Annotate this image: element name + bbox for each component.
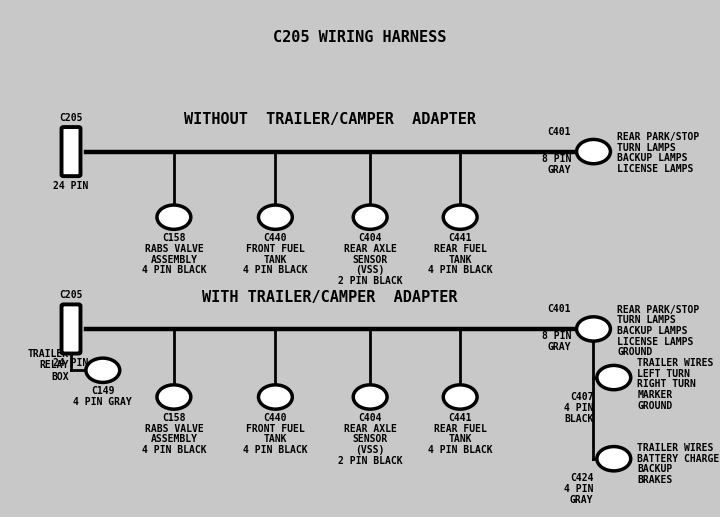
Circle shape [258,205,292,230]
Text: GROUND: GROUND [617,347,652,357]
FancyBboxPatch shape [61,127,81,176]
Text: REAR FUEL: REAR FUEL [433,244,487,254]
Text: LEFT TURN: LEFT TURN [637,369,690,378]
Text: TURN LAMPS: TURN LAMPS [617,143,676,153]
Text: BRAKES: BRAKES [637,475,672,485]
Text: REAR PARK/STOP: REAR PARK/STOP [617,305,699,314]
Text: FRONT FUEL: FRONT FUEL [246,244,305,254]
Text: 4 PIN GRAY: 4 PIN GRAY [73,397,132,407]
Text: WITHOUT  TRAILER/CAMPER  ADAPTER: WITHOUT TRAILER/CAMPER ADAPTER [184,113,475,128]
Text: TRAILER WIRES: TRAILER WIRES [637,358,714,368]
Circle shape [86,358,120,383]
Text: 4 PIN BLACK: 4 PIN BLACK [428,445,492,455]
Text: BACKUP LAMPS: BACKUP LAMPS [617,326,688,336]
Text: RABS VALVE: RABS VALVE [145,424,203,434]
Text: MARKER: MARKER [637,390,672,400]
Text: WITH TRAILER/CAMPER  ADAPTER: WITH TRAILER/CAMPER ADAPTER [202,290,457,305]
Text: 4 PIN BLACK: 4 PIN BLACK [142,265,206,276]
Circle shape [444,205,477,230]
FancyBboxPatch shape [61,305,81,354]
Text: TRAILER
RELAY
BOX: TRAILER RELAY BOX [28,349,69,382]
Text: C158: C158 [162,413,186,423]
Text: TANK: TANK [449,434,472,445]
Text: REAR AXLE: REAR AXLE [343,244,397,254]
Text: C404: C404 [359,413,382,423]
Circle shape [444,385,477,409]
Text: C401: C401 [548,127,571,137]
Text: C158: C158 [162,233,186,243]
Text: 8 PIN: 8 PIN [541,331,571,341]
Text: BACKUP: BACKUP [637,464,672,475]
Circle shape [354,385,387,409]
Text: BATTERY CHARGE: BATTERY CHARGE [637,454,720,464]
Text: GRAY: GRAY [548,165,571,175]
Text: 2 PIN BLACK: 2 PIN BLACK [338,276,402,286]
Text: REAR PARK/STOP: REAR PARK/STOP [617,132,699,142]
Text: TURN LAMPS: TURN LAMPS [617,315,676,325]
Text: LICENSE LAMPS: LICENSE LAMPS [617,337,693,346]
Text: 4 PIN: 4 PIN [564,403,593,413]
Text: C440: C440 [264,233,287,243]
Text: REAR FUEL: REAR FUEL [433,424,487,434]
Text: C401: C401 [548,305,571,314]
Text: C441: C441 [449,233,472,243]
Text: TANK: TANK [264,254,287,265]
Text: C404: C404 [359,233,382,243]
Text: TANK: TANK [264,434,287,445]
Circle shape [157,385,191,409]
Text: 4 PIN BLACK: 4 PIN BLACK [243,265,307,276]
Text: SENSOR: SENSOR [353,434,388,445]
Text: 4 PIN: 4 PIN [564,484,593,494]
Text: REAR AXLE: REAR AXLE [343,424,397,434]
Text: C440: C440 [264,413,287,423]
Text: C205: C205 [59,113,83,123]
Text: ASSEMBLY: ASSEMBLY [150,434,197,445]
Text: 2 PIN BLACK: 2 PIN BLACK [338,456,402,466]
Text: 4 PIN BLACK: 4 PIN BLACK [428,265,492,276]
Circle shape [577,317,611,341]
Circle shape [577,140,611,164]
Text: FRONT FUEL: FRONT FUEL [246,424,305,434]
Text: LICENSE LAMPS: LICENSE LAMPS [617,164,693,174]
Circle shape [157,205,191,230]
Text: 4 PIN BLACK: 4 PIN BLACK [142,445,206,455]
Text: RIGHT TURN: RIGHT TURN [637,379,696,389]
Text: TANK: TANK [449,254,472,265]
Text: C424: C424 [570,473,593,483]
Text: ASSEMBLY: ASSEMBLY [150,254,197,265]
Text: (VSS): (VSS) [356,445,384,455]
Text: C205: C205 [59,290,83,300]
Text: BACKUP LAMPS: BACKUP LAMPS [617,154,688,163]
Text: GRAY: GRAY [548,342,571,352]
Text: RABS VALVE: RABS VALVE [145,244,203,254]
Text: GRAY: GRAY [570,495,593,505]
Text: C149: C149 [91,386,114,397]
Text: BLACK: BLACK [564,414,593,423]
Text: 4 PIN BLACK: 4 PIN BLACK [243,445,307,455]
Circle shape [258,385,292,409]
Text: C441: C441 [449,413,472,423]
Text: C407: C407 [570,392,593,402]
Text: 24 PIN: 24 PIN [53,358,89,368]
Circle shape [354,205,387,230]
Text: 8 PIN: 8 PIN [541,154,571,164]
Text: TRAILER WIRES: TRAILER WIRES [637,443,714,453]
Text: (VSS): (VSS) [356,265,384,276]
Text: 24 PIN: 24 PIN [53,180,89,190]
Circle shape [597,447,631,471]
Text: C205 WIRING HARNESS: C205 WIRING HARNESS [274,30,446,45]
Text: GROUND: GROUND [637,401,672,410]
Circle shape [597,366,631,390]
Text: SENSOR: SENSOR [353,254,388,265]
